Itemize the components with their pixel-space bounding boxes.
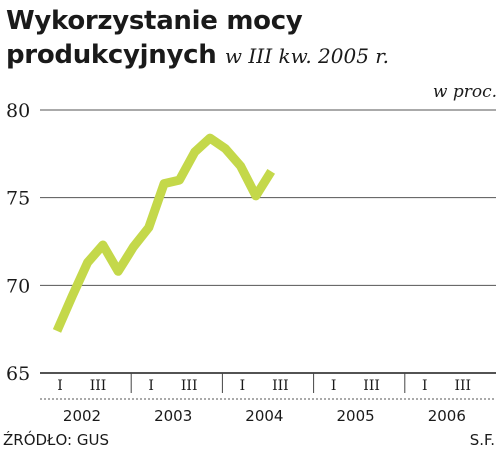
- y-tick-label: 80: [6, 100, 30, 122]
- y-tick-label: 65: [6, 363, 30, 385]
- series-layer: [52, 133, 276, 333]
- y-axis-unit-label: w proc.: [432, 82, 497, 102]
- x-year-label: 2003: [154, 407, 192, 425]
- series-line: [52, 133, 276, 333]
- chart-title-line2: produkcyjnych w III kw. 2005 r.: [6, 40, 389, 74]
- x-quarter-label: III: [455, 378, 472, 394]
- x-year-label: 2002: [63, 407, 101, 425]
- x-quarter-label: I: [57, 378, 63, 394]
- x-quarter-label: I: [422, 378, 428, 394]
- x-year-label: 2006: [428, 407, 466, 425]
- grid-layer: [40, 109, 496, 400]
- y-tick-labels: 65 70 75 80: [6, 100, 30, 385]
- x-quarter-label: I: [148, 378, 154, 394]
- x-quarter-label: III: [90, 378, 107, 394]
- x-year-label: 2005: [337, 407, 375, 425]
- x-year-label: 2004: [245, 407, 283, 425]
- x-quarter-label: III: [363, 378, 380, 394]
- x-quarter-label: III: [272, 378, 289, 394]
- chart-title-main: produkcyjnych: [6, 40, 217, 70]
- author-credit: S.F.: [469, 431, 495, 449]
- x-quarter-label: III: [181, 378, 198, 394]
- x-quarter-label: I: [331, 378, 337, 394]
- y-tick-label: 70: [6, 275, 30, 297]
- x-quarter-label: I: [240, 378, 246, 394]
- chart-subtitle: w III kw. 2005 r.: [224, 44, 390, 68]
- chart-title-line1: Wykorzystanie mocy: [6, 6, 303, 36]
- y-tick-label: 75: [6, 188, 30, 210]
- source-note: ŹRÓDŁO: GUS: [3, 431, 109, 449]
